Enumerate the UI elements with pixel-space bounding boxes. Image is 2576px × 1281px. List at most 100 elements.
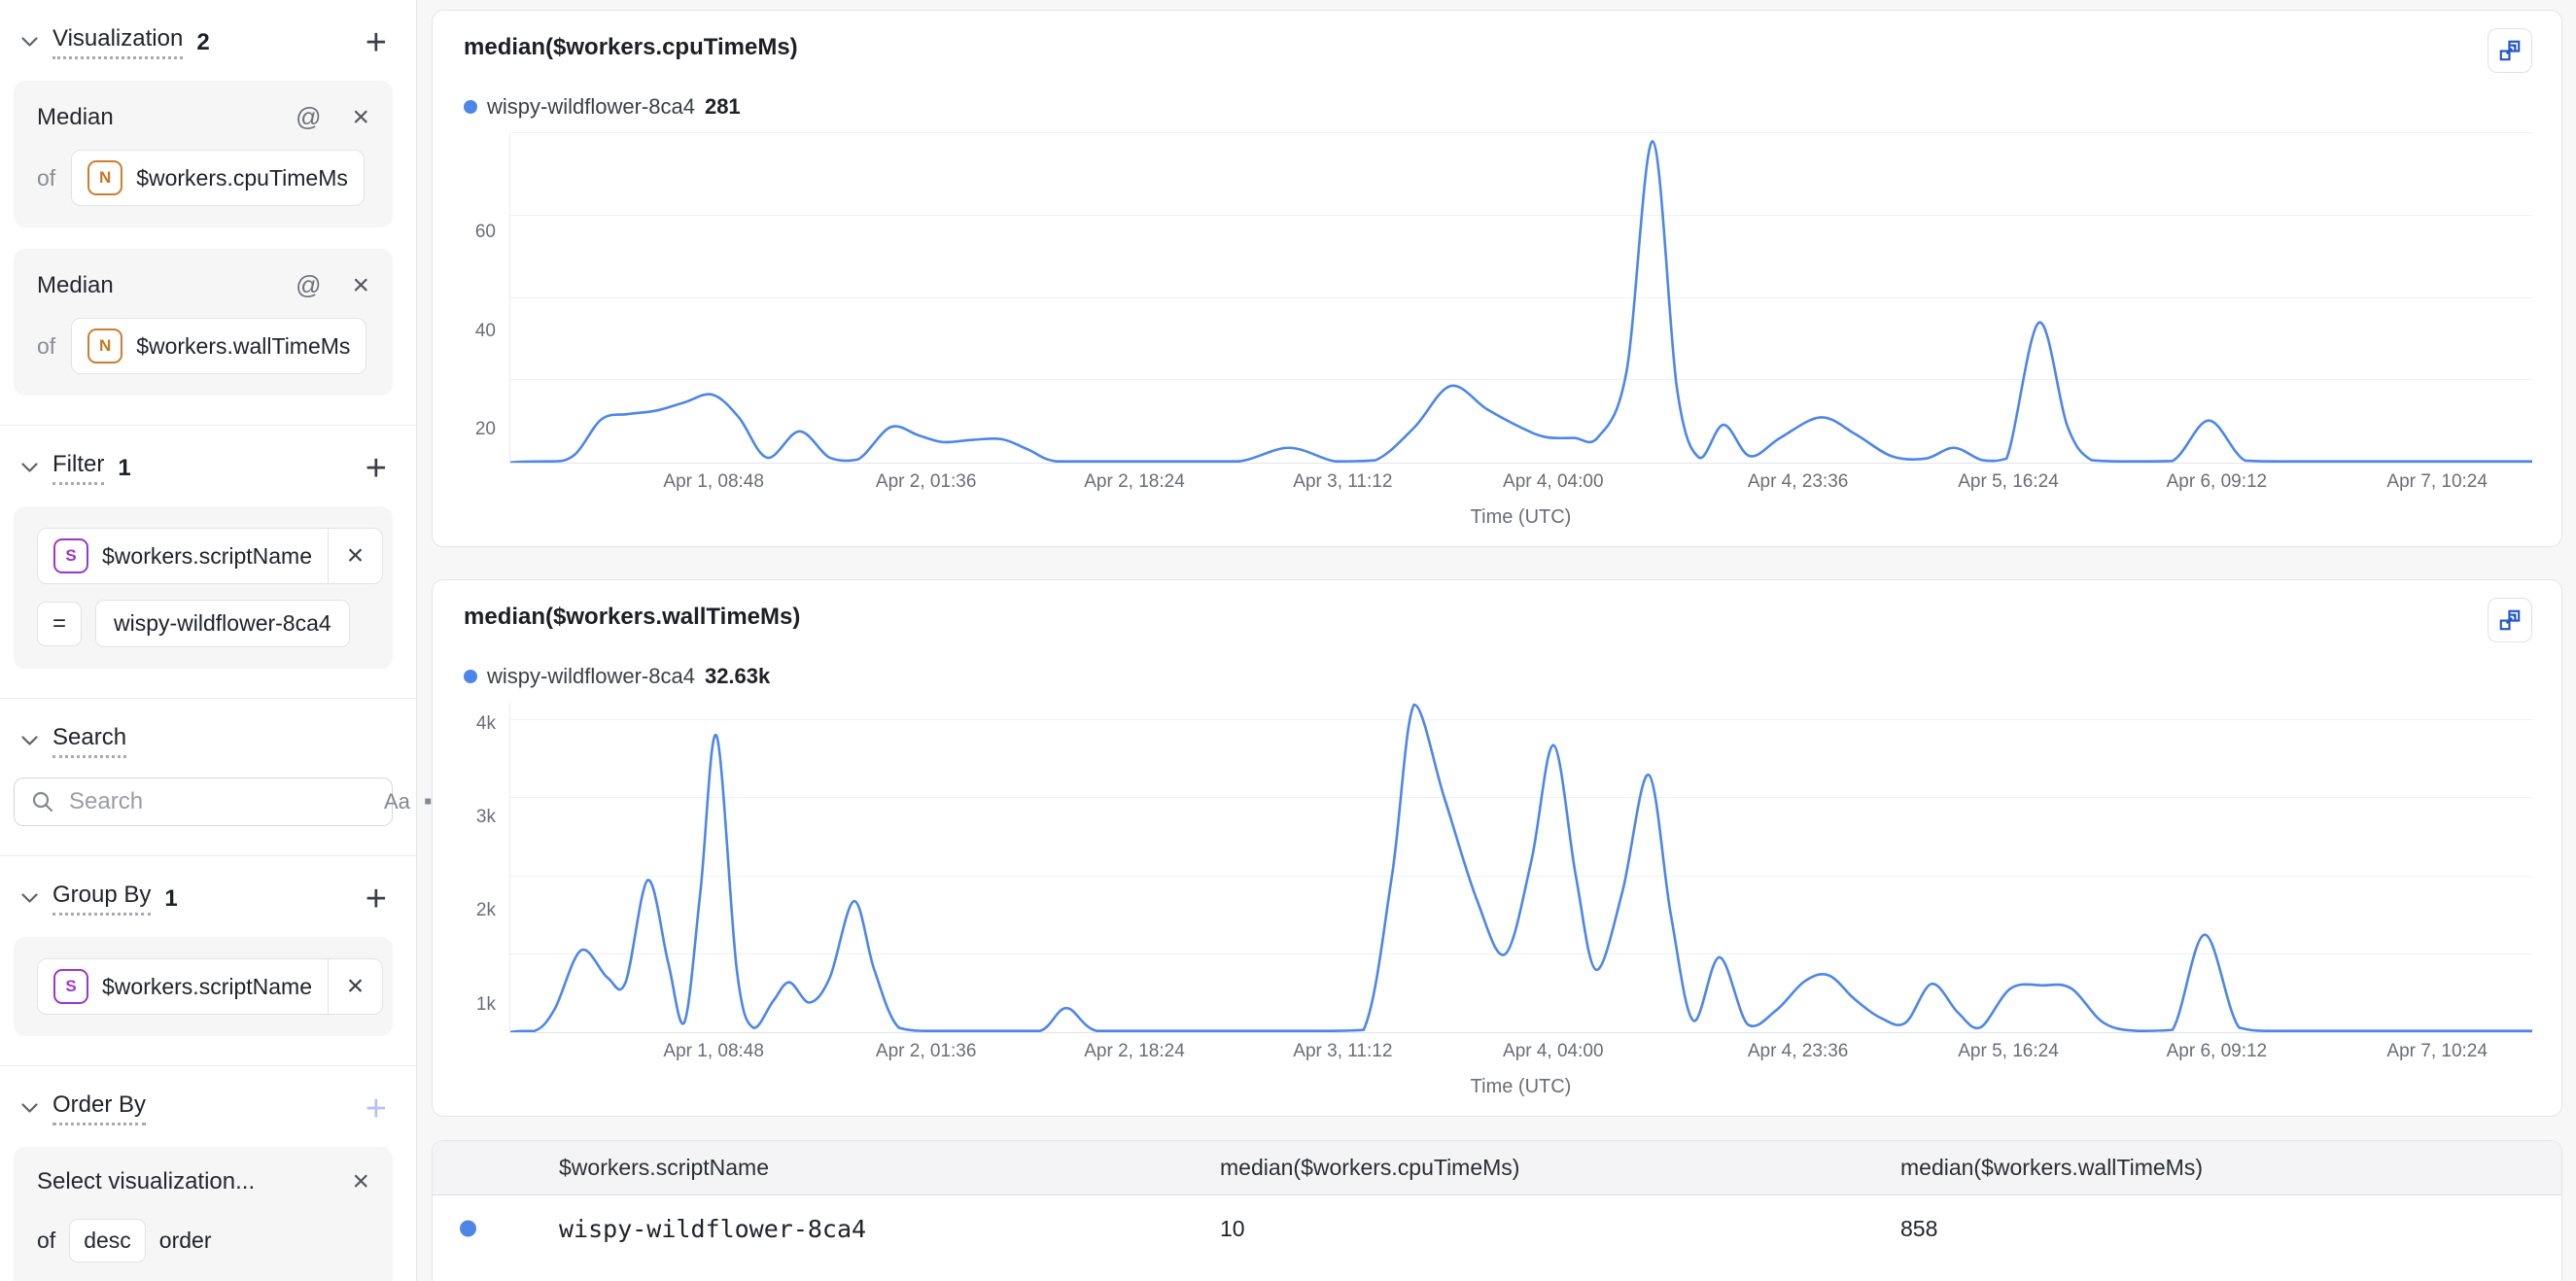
filter-value[interactable]: wispy-wildflower-8ca4: [95, 600, 350, 647]
metric-card-cpu: Median @ × of N $workers.cpuTimeMs: [14, 81, 393, 227]
filter-operator[interactable]: =: [37, 601, 82, 646]
x-axis-title: Time (UTC): [1470, 506, 1572, 528]
number-type-icon: N: [87, 160, 123, 195]
group-by-field-name: $workers.scriptName: [102, 973, 312, 999]
series-line: [510, 141, 2532, 463]
x-tick-label: Apr 7, 10:24: [2386, 471, 2488, 492]
plot-area[interactable]: [509, 703, 2532, 1033]
chevron-down-icon[interactable]: [17, 730, 41, 753]
x-tick-label: Apr 4, 04:00: [1503, 1041, 1604, 1061]
group-by-field-control: S $workers.scriptName ×: [37, 958, 383, 1015]
y-axis: 20 40 60: [454, 133, 509, 529]
at-icon[interactable]: @: [296, 102, 322, 131]
remove-group-by-icon[interactable]: ×: [328, 959, 382, 1014]
order-direction-button[interactable]: desc: [69, 1219, 146, 1263]
series-dot-icon: [464, 100, 477, 114]
filter-field-chip[interactable]: S $workers.scriptName: [38, 529, 328, 583]
chevron-down-icon[interactable]: [17, 887, 41, 911]
of-label: of: [37, 1228, 56, 1253]
cell-script-name: wispy-wildflower-8ca4: [559, 1214, 867, 1243]
remove-filter-icon[interactable]: ×: [328, 529, 382, 583]
order-label: order: [158, 1228, 212, 1253]
chart-title: median($workers.cpuTimeMs): [464, 34, 798, 60]
series-value: 281: [704, 94, 741, 119]
y-tick-label: 3k: [475, 807, 496, 827]
field-name: $workers.cpuTimeMs: [136, 164, 348, 190]
y-tick-label: 4k: [475, 712, 496, 734]
gridline: [510, 875, 2532, 877]
order-by-select[interactable]: Select visualization...: [37, 1168, 256, 1194]
series-line: [510, 705, 2532, 1032]
table-row[interactable]: wispy-wildflower-8ca4 10 858: [433, 1195, 2561, 1262]
gridline: [510, 296, 2532, 298]
visualization-count: 2: [196, 28, 210, 55]
x-tick-label: Apr 5, 16:24: [1958, 1041, 2059, 1061]
section-filter: Filter 1 + S $workers.scriptName × = wis…: [0, 426, 416, 699]
x-axis: Apr 1, 08:48 Apr 2, 01:36 Apr 2, 18:24 Apr …: [509, 1033, 2532, 1066]
add-filter-button[interactable]: +: [360, 450, 393, 487]
metric-fn-label[interactable]: Median: [37, 271, 114, 298]
filter-field-control: S $workers.scriptName ×: [37, 528, 383, 584]
y-tick-label: 1k: [475, 993, 496, 1015]
series-dot-icon: [460, 1220, 476, 1237]
add-group-by-button[interactable]: +: [360, 881, 393, 917]
line-chart-cpu: 20 40 60 Apr 1, 08:48 Apr 2, 01:36 Apr 2, 18…: [454, 132, 2532, 529]
table-header-row: $workers.scriptName median($workers.cpuT…: [433, 1141, 2561, 1195]
results-area: median($workers.cpuTimeMs) wispy-wildflo…: [417, 0, 2576, 1281]
add-visualization-button[interactable]: +: [360, 24, 393, 61]
filter-field-name: $workers.scriptName: [102, 542, 312, 569]
plot-area[interactable]: [509, 132, 2532, 464]
gridline: [510, 719, 2532, 721]
remove-metric-icon[interactable]: ×: [352, 100, 369, 133]
expand-chart-button[interactable]: [2488, 28, 2532, 73]
field-chip-cpu[interactable]: N $workers.cpuTimeMs: [71, 150, 365, 206]
y-tick-label: 20: [474, 419, 496, 440]
chevron-down-icon[interactable]: [17, 457, 41, 480]
x-tick-label: Apr 3, 11:12: [1293, 1041, 1393, 1061]
filter-card: S $workers.scriptName × = wispy-wildflow…: [14, 506, 393, 669]
x-tick-label: Apr 3, 11:12: [1293, 471, 1393, 492]
chart-legend[interactable]: wispy-wildflower-8ca4 281: [464, 94, 2532, 120]
of-label: of: [37, 332, 56, 359]
chevron-down-icon[interactable]: [17, 1097, 41, 1121]
search-input[interactable]: [69, 788, 370, 815]
column-header-script-name[interactable]: $workers.scriptName: [559, 1155, 769, 1180]
chart-title: median($workers.wallTimeMs): [464, 604, 801, 630]
section-search: Search Aa ▪*: [0, 699, 442, 856]
add-order-by-button[interactable]: +: [360, 1091, 393, 1127]
group-by-field-chip[interactable]: S $workers.scriptName: [38, 959, 328, 1014]
field-chip-wall[interactable]: N $workers.wallTimeMs: [71, 318, 367, 374]
string-type-icon: S: [53, 538, 88, 573]
x-tick-label: Apr 2, 01:36: [875, 1041, 977, 1061]
gridline: [510, 379, 2532, 381]
section-order-by: Order By + Select visualization... × of …: [0, 1066, 416, 1281]
gridline: [510, 132, 2532, 133]
expand-chart-button[interactable]: [2488, 598, 2532, 642]
chart-legend[interactable]: wispy-wildflower-8ca4 32.63k: [464, 664, 2532, 689]
x-axis-title: Time (UTC): [1470, 1076, 1572, 1097]
y-tick-label: 2k: [475, 900, 496, 921]
column-header-wall[interactable]: median($workers.wallTimeMs): [1900, 1155, 2203, 1180]
x-tick-label: Apr 6, 09:12: [2166, 471, 2268, 492]
match-case-icon[interactable]: Aa: [384, 789, 410, 814]
series-name: wispy-wildflower-8ca4: [487, 94, 695, 119]
cell-cpu-value: 10: [1220, 1215, 1245, 1241]
number-type-icon: N: [87, 329, 123, 364]
expand-icon: [2499, 609, 2521, 631]
metric-fn-label[interactable]: Median: [37, 103, 114, 130]
chevron-down-icon[interactable]: [17, 31, 41, 54]
x-tick-label: Apr 2, 18:24: [1084, 1041, 1185, 1061]
chart-panel-wall: median($workers.wallTimeMs) wispy-wildfl…: [432, 579, 2562, 1117]
x-tick-label: Apr 2, 18:24: [1084, 471, 1185, 492]
y-tick-label: 40: [474, 320, 496, 341]
remove-metric-icon[interactable]: ×: [352, 268, 369, 301]
at-icon[interactable]: @: [296, 270, 322, 299]
remove-order-by-icon[interactable]: ×: [352, 1165, 369, 1197]
x-tick-label: Apr 4, 04:00: [1503, 471, 1604, 492]
series-name: wispy-wildflower-8ca4: [487, 664, 695, 688]
x-tick-label: Apr 4, 23:36: [1747, 1041, 1849, 1061]
column-header-cpu[interactable]: median($workers.cpuTimeMs): [1220, 1155, 1520, 1180]
search-icon: [30, 789, 55, 814]
of-label: of: [37, 164, 56, 190]
